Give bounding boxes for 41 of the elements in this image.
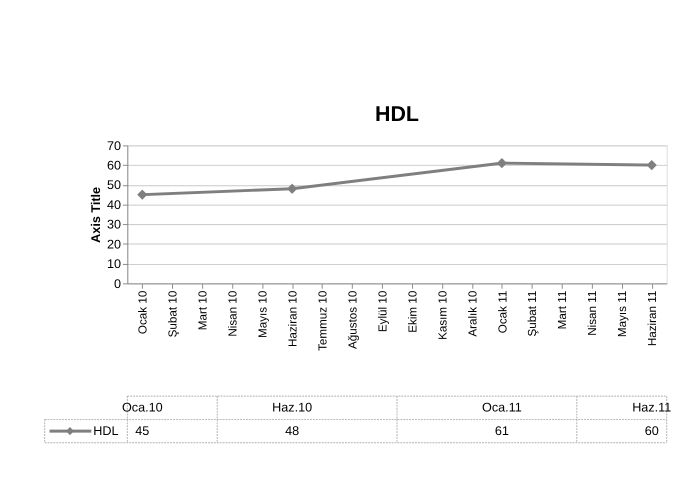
legend-label: HDL — [93, 424, 119, 438]
x-tick-label: Haziran 10 — [286, 290, 300, 348]
y-tick-label: 30 — [106, 218, 121, 232]
y-tick-label: 0 — [114, 276, 121, 291]
text: Haz.10 — [272, 400, 312, 415]
x-tick-label: Şubat 11 — [526, 290, 540, 336]
x-tick-label: Mayıs 10 — [256, 290, 270, 338]
y-tick-label: 70 — [106, 138, 121, 153]
x-tick-label: Kasım 10 — [436, 290, 450, 340]
x-tick-label: Şubat 10 — [166, 290, 180, 338]
data-label: 61 — [494, 424, 509, 438]
x-tick-label: Nisan 11 — [586, 290, 600, 336]
x-tick-label: Haziran 11 — [646, 290, 660, 346]
x-tick-label: Eylül 10 — [376, 290, 390, 332]
y-tick-label: 60 — [106, 158, 121, 172]
point — [496, 158, 507, 168]
text: Oca.10 — [122, 400, 163, 415]
x-tick-label: Temmuz 10 — [316, 290, 330, 351]
x-tick-label: Ocak 10 — [136, 290, 150, 334]
text: Haz.11 — [632, 400, 672, 415]
x-tick-label: Ağustos 10 — [346, 290, 360, 349]
data-label: 60 — [644, 424, 659, 438]
x-tick-label: Ocak 11 — [496, 290, 510, 334]
x-tick-label: Mart 10 — [196, 290, 210, 330]
x-tick-label: Mart 11 — [556, 290, 570, 330]
point — [137, 190, 148, 200]
data-label: 48 — [285, 424, 300, 438]
y-tick-label: 50 — [106, 178, 121, 192]
x-tick-label: Ekim 10 — [406, 290, 420, 333]
chart-title: HDL — [375, 102, 419, 126]
y-tick-label: 40 — [106, 198, 121, 212]
x-tick-label: Aralık 10 — [466, 290, 480, 337]
y-tick-label: 10 — [106, 257, 121, 272]
y-tick-label: 20 — [106, 237, 121, 252]
point — [646, 160, 657, 170]
point — [287, 184, 298, 194]
data-label: 45 — [135, 424, 150, 438]
text: Oca.11 — [482, 400, 522, 415]
x-tick-label: Nisan 10 — [226, 290, 240, 337]
x-tick-label: Mayıs 11 — [616, 290, 630, 338]
y-axis-title: Axis Title — [89, 186, 104, 243]
